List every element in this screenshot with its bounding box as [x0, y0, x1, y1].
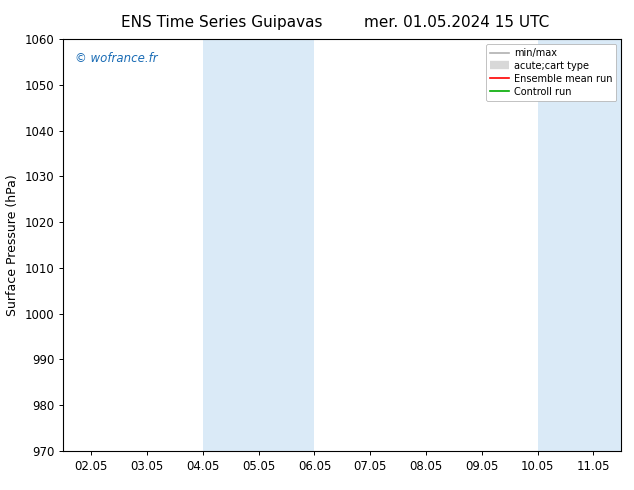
- Text: ENS Time Series Guipavas: ENS Time Series Guipavas: [121, 15, 323, 30]
- Y-axis label: Surface Pressure (hPa): Surface Pressure (hPa): [6, 174, 19, 316]
- Text: © wofrance.fr: © wofrance.fr: [75, 51, 157, 65]
- Bar: [203, 39, 314, 451]
- Text: mer. 01.05.2024 15 UTC: mer. 01.05.2024 15 UTC: [364, 15, 549, 30]
- Bar: [538, 39, 621, 451]
- Legend: min/max, acute;cart type, Ensemble mean run, Controll run: min/max, acute;cart type, Ensemble mean …: [486, 44, 616, 100]
